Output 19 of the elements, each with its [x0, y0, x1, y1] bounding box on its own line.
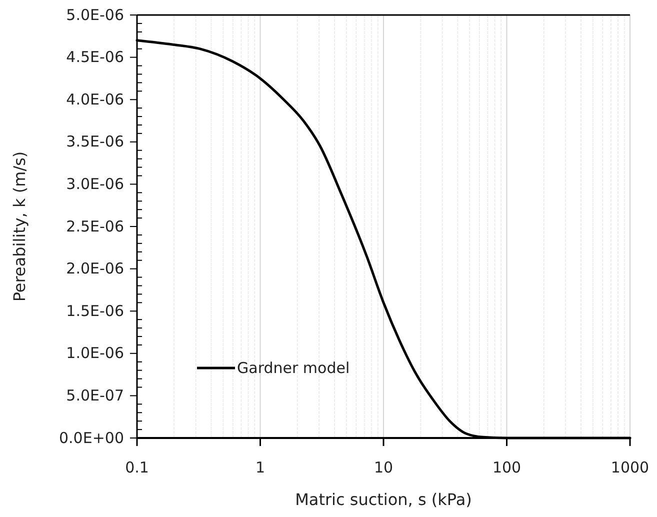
y-tick-label: 1.5E-06	[66, 302, 124, 320]
y-tick-label: 5.0E-07	[66, 386, 124, 404]
x-tick-label: 10	[374, 458, 394, 477]
y-tick-label: 4.5E-06	[66, 48, 124, 66]
y-tick-label: 2.5E-06	[66, 217, 124, 236]
x-axis-title: Matric suction, s (kPa)	[295, 490, 472, 509]
y-axis-title: Pereability, k (m/s)	[10, 151, 29, 302]
x-tick-label: 1000	[610, 458, 650, 477]
y-tick-label: 0.0E+00	[59, 428, 124, 447]
y-tick-label: 5.0E-06	[66, 6, 124, 24]
x-tick-label: 1	[255, 458, 266, 477]
y-tick-label: 3.5E-06	[66, 132, 124, 151]
legend-label: Gardner model	[237, 359, 350, 377]
x-tick-label: 0.1	[125, 458, 149, 477]
y-tick-label: 1.0E-06	[66, 344, 124, 362]
y-tick-label: 3.0E-06	[66, 175, 124, 193]
y-tick-label: 2.0E-06	[66, 260, 124, 278]
x-tick-label: 100	[492, 458, 522, 477]
y-tick-label: 4.0E-06	[66, 90, 124, 108]
